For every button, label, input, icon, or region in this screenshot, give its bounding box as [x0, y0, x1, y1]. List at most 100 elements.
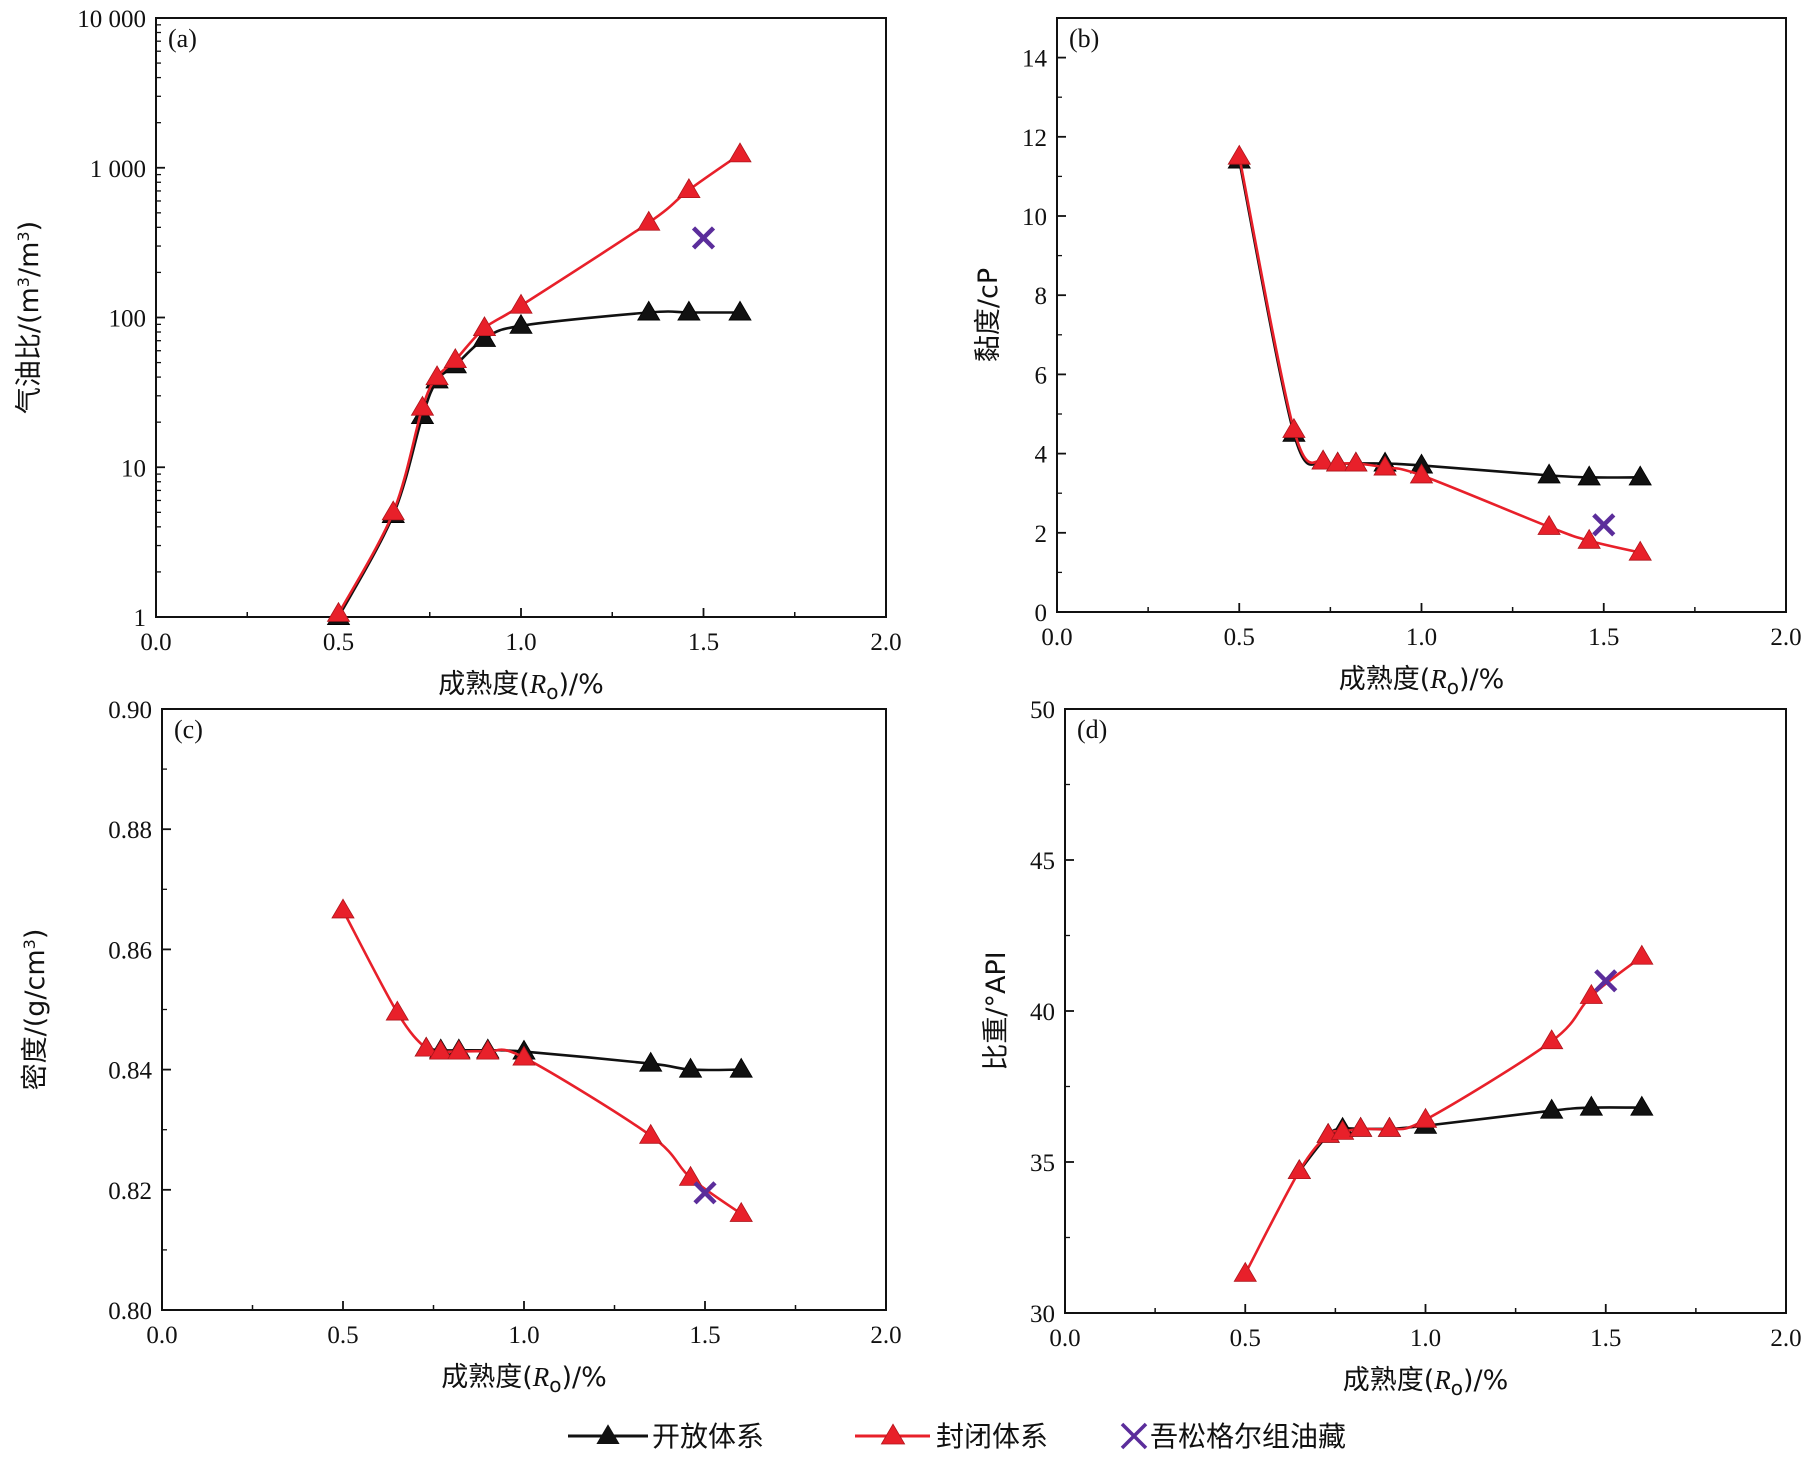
panel-a-closed-point — [637, 210, 661, 231]
panel-c-reservoir-point — [693, 1181, 717, 1205]
panel-a-reservoir-stroke — [691, 226, 716, 250]
panel-d-closed-line — [1244, 955, 1643, 1275]
panel-a-ytick-label: 10 000 — [77, 6, 146, 33]
panel-a-open-point — [637, 300, 661, 321]
legend-open-marker — [596, 1424, 620, 1444]
panel-d-closed-point — [1579, 983, 1604, 1004]
panel-d-closed-point — [1413, 1107, 1438, 1128]
panel-d-ytick-label: 35 — [1030, 1150, 1055, 1177]
panel-c-closed-point — [429, 1039, 453, 1060]
panel-b-ytick-label: 14 — [1022, 46, 1048, 73]
panel-d-open-point — [1579, 1095, 1604, 1116]
panel-d-reservoir-stroke — [1594, 969, 1618, 993]
legend-closed-marker — [880, 1423, 906, 1445]
panel-a-ylabel: 气油比/(m3/m3) — [14, 221, 45, 414]
panel-c-ytick-label: 0.82 — [108, 1178, 152, 1205]
panel-a-closed-point — [728, 142, 752, 163]
panel-a-xtick-label: 2.0 — [870, 629, 901, 656]
panel-c-ytick-label: 0.86 — [108, 937, 152, 964]
panel-b-xtick-label: 2.0 — [1770, 624, 1801, 651]
panel-a-open-point — [509, 313, 533, 334]
panel-b-ytick-label: 10 — [1022, 204, 1047, 231]
panel-c-frame — [161, 708, 887, 1311]
panel-b-open-point — [1577, 465, 1601, 486]
panel-b-open-point — [1628, 465, 1652, 486]
panel-b-ytick-label: 12 — [1022, 125, 1047, 152]
legend-open-label: 开放体系 — [652, 1420, 764, 1453]
panel-c-ytick-label: 0.80 — [108, 1298, 152, 1325]
panel-c-open-point — [678, 1057, 703, 1078]
panel-d-ytick-label: 50 — [1030, 697, 1055, 724]
panel-c-closed-point — [476, 1039, 500, 1060]
panel-a-open-point — [472, 326, 497, 347]
legend-reservoir-label: 吾松格尔组油藏 — [1150, 1420, 1346, 1453]
panel-d-closed-point — [1233, 1261, 1257, 1282]
panel-c-xtick-label: 1.5 — [689, 1322, 720, 1349]
panel-a-label: (a) — [168, 24, 197, 53]
panel-a-reservoir-point — [691, 226, 716, 250]
panel-a-closed-point — [443, 348, 468, 369]
panel-c-label: (c) — [174, 715, 203, 744]
legend-reservoir-stroke — [1120, 1422, 1148, 1450]
panel-c-ytick-label: 0.90 — [108, 697, 152, 724]
panel-c-closed-point — [678, 1165, 703, 1186]
panel-d-xlabel: 成熟度(Ro)/% — [1343, 1365, 1509, 1400]
panel-d-closed-point — [1348, 1116, 1373, 1137]
panel-c-closed-point — [447, 1039, 471, 1060]
panel-d-ytick-label: 45 — [1030, 848, 1055, 875]
panel-d-xtick-label: 0.0 — [1049, 1325, 1080, 1352]
legend-closed-label: 封闭体系 — [936, 1420, 1048, 1453]
legend-reservoir-marker — [1120, 1422, 1148, 1450]
panel-c-closed-line — [341, 909, 742, 1215]
panel-d-xtick-label: 2.0 — [1770, 1325, 1801, 1352]
panel-a-closed-point — [472, 316, 497, 337]
panel-b-xtick-label: 0.0 — [1041, 624, 1072, 651]
panel-d-xtick-label: 1.5 — [1590, 1325, 1621, 1352]
panel-d-frame — [1064, 708, 1787, 1314]
panel-d-ytick-label: 30 — [1030, 1301, 1055, 1328]
panel-d-closed-point — [1287, 1159, 1312, 1180]
panel-c-ylabel: 密度/(g/cm3) — [20, 929, 51, 1091]
panel-d-ytick-label: 40 — [1030, 999, 1055, 1026]
panel-c-closed-point — [512, 1045, 536, 1066]
panel-b-xtick-label: 1.5 — [1588, 624, 1619, 651]
panel-d-closed-point — [1377, 1116, 1402, 1137]
panel-d-ylabel: 比重/°API — [981, 951, 1012, 1070]
panel-b-closed-line — [1237, 156, 1641, 554]
panel-a-closed-point — [425, 365, 449, 386]
panel-a: (a) 成熟度(Ro)/% 气油比/(m3/m3) 0.0 0.5 1.0 1.5 2.… — [14, 6, 902, 704]
panel-b-closed-point — [1537, 514, 1561, 535]
panel-d-reservoir-point — [1594, 969, 1618, 993]
panel-a-ytick-label: 100 — [109, 306, 147, 333]
panel-b-closed-point — [1577, 528, 1601, 549]
panel-b-ytick-label: 0 — [1035, 600, 1048, 627]
panel-a-xtick-label: 0.5 — [323, 629, 354, 656]
panel-a-open-line — [337, 310, 740, 618]
panel-b-closed-point — [1325, 451, 1350, 472]
panel-b-xtick-label: 1.0 — [1406, 624, 1437, 651]
panel-d-open-point — [1539, 1098, 1564, 1119]
panel-a-open-point — [728, 300, 752, 321]
panel-c: (c) 成熟度(Ro)/% 密度/(g/cm3) 0.0 0.5 1.0 1.5 2.0… — [20, 697, 902, 1397]
panel-a-ytick-label: 10 — [121, 455, 146, 482]
panel-b-closed-point — [1311, 449, 1335, 470]
panel-a-open-point — [677, 300, 701, 321]
panel-c-ytick-label: 0.84 — [108, 1058, 152, 1085]
panel-b-ytick-label: 8 — [1035, 283, 1048, 310]
panel-b: (b) 成熟度(Ro)/% 黏度/cP 0.0 0.5 1.0 1.5 2.0 0 2 4 6 8… — [973, 17, 1802, 699]
panel-c-xtick-label: 0.5 — [327, 1322, 358, 1349]
panel-a-xtick-label: 1.0 — [505, 629, 536, 656]
panel-b-closed-point — [1227, 144, 1251, 165]
panel-c-closed-point — [414, 1036, 438, 1057]
panel-d-open-point — [1630, 1095, 1654, 1116]
panel-c-xtick-label: 0.0 — [146, 1322, 177, 1349]
panel-b-xlabel: 成熟度(Ro)/% — [1339, 664, 1505, 699]
panel-a-closed-point — [677, 178, 701, 199]
panel-a-closed-point — [381, 500, 405, 521]
panel-c-closed-point — [385, 1000, 410, 1021]
panel-b-reservoir-stroke — [1592, 513, 1616, 537]
panel-d-xtick-label: 1.0 — [1410, 1325, 1441, 1352]
panel-b-reservoir-point — [1592, 513, 1616, 537]
panel-b-open-point — [1537, 463, 1561, 484]
panel-a-xtick-label: 1.5 — [688, 629, 719, 656]
